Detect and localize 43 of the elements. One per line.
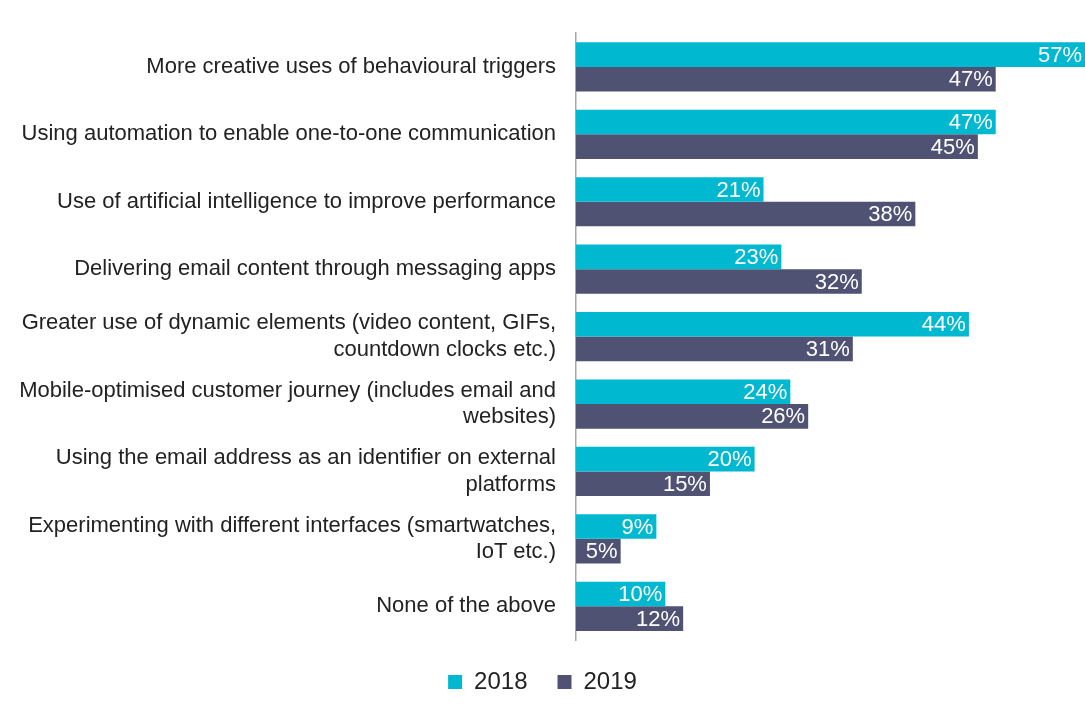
y-tick-label: Greater use of dynamic elements (video content, GIFs, countdown clocks etc.) (21, 309, 556, 361)
bar (576, 379, 791, 405)
legend-label: 2018 (474, 666, 528, 694)
y-tick-label: None of the above (376, 592, 556, 618)
data-label: 9% (621, 513, 654, 539)
data-label: 57% (1037, 41, 1082, 67)
data-label: 45% (930, 133, 975, 159)
y-tick-label: Delivering email content through messaging apps (74, 255, 556, 281)
bar (576, 42, 1085, 67)
bar (576, 244, 782, 270)
data-label: 26% (761, 403, 806, 429)
y-tick-label: Using automation to enable one-to-one communication (21, 120, 556, 146)
y-tick-label: More creative uses of behavioural triggers (146, 52, 556, 78)
data-label: 24% (743, 378, 788, 404)
y-tick-label: Use of artificial intelligence to improve performance (57, 187, 556, 213)
bar (576, 66, 996, 92)
data-label: 12% (636, 605, 681, 631)
data-label: 15% (662, 470, 707, 496)
data-label: 21% (716, 176, 761, 202)
data-label: 38% (868, 201, 913, 227)
bar (576, 269, 862, 294)
data-label: 47% (948, 109, 993, 135)
bar (576, 336, 853, 362)
bar (576, 471, 710, 497)
bar (576, 109, 996, 135)
bar (576, 177, 764, 202)
y-tick-label: Using the email address as an identifier on external platforms (55, 444, 556, 496)
data-label: 23% (734, 243, 779, 269)
data-label: 47% (948, 66, 993, 92)
bar (576, 311, 969, 337)
data-label: 5% (585, 538, 618, 564)
data-label: 10% (618, 581, 663, 607)
bar (576, 201, 916, 227)
y-tick-label: Mobile-optimised customer journey (includes email and websites) (19, 376, 556, 429)
bar (576, 134, 978, 159)
y-tick-label: Experimenting with different interfaces (smartwatches, IoT etc.) (28, 511, 556, 564)
data-label: 31% (805, 335, 850, 361)
data-label: 32% (814, 268, 859, 294)
bar (576, 446, 755, 472)
bar (576, 404, 809, 429)
legend-label: 2019 (583, 666, 637, 694)
data-label: 20% (707, 446, 752, 472)
data-label: 44% (921, 311, 966, 337)
